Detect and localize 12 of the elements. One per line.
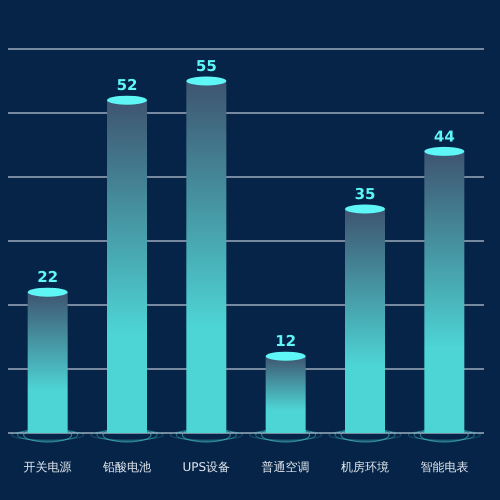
x-tick-label: 智能电表 bbox=[420, 460, 468, 474]
x-tick-label: 开关电源 bbox=[24, 460, 72, 474]
data-label: 44 bbox=[434, 127, 455, 146]
data-label: 55 bbox=[196, 57, 217, 75]
data-label: 12 bbox=[275, 332, 296, 350]
data-label: 22 bbox=[37, 268, 58, 286]
x-tick-label: 铅酸电池 bbox=[102, 460, 151, 474]
x-tick-label: UPS设备 bbox=[182, 460, 230, 474]
x-tick-label: 普通空调 bbox=[262, 460, 310, 474]
data-label: 35 bbox=[354, 185, 376, 203]
data-label: 52 bbox=[116, 76, 138, 94]
x-tick-label: 机房环境 bbox=[341, 460, 389, 474]
